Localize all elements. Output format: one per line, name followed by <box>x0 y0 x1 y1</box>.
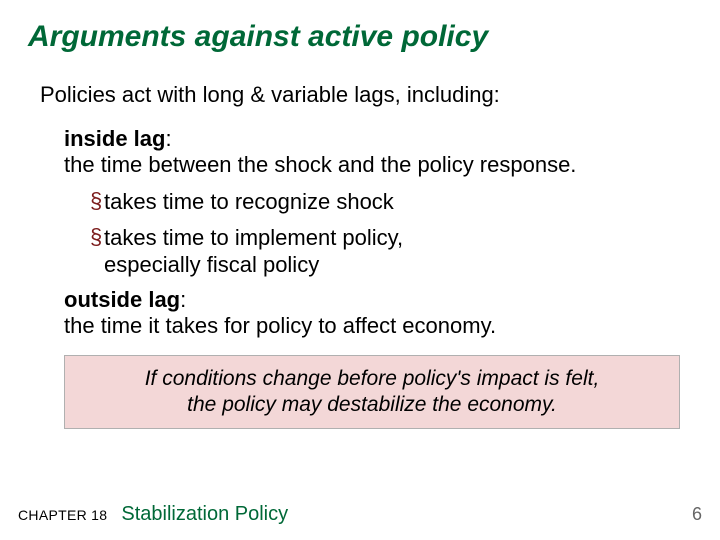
inside-lag-def: the time between the shock and the polic… <box>64 152 720 178</box>
outside-lag-colon: : <box>180 287 186 312</box>
bullet-text: takes time to implement policy, especial… <box>104 224 403 279</box>
inside-lag-section: inside lag: the time between the shock a… <box>0 126 720 339</box>
callout-box: If conditions change before policy's imp… <box>64 355 680 430</box>
inside-lag-label-line: inside lag: <box>64 126 720 152</box>
bullet-text: takes time to recognize shock <box>104 188 394 216</box>
inside-lag-colon: : <box>165 126 171 151</box>
inside-lag-bullets: § takes time to recognize shock § takes … <box>64 188 720 279</box>
slide: Arguments against active policy Policies… <box>0 0 720 540</box>
page-number: 6 <box>692 504 702 525</box>
slide-title: Arguments against active policy <box>0 0 720 54</box>
chapter-title: Stabilization Policy <box>121 503 288 526</box>
outside-lag-label-line: outside lag: <box>64 287 720 313</box>
outside-lag-term: outside lag <box>64 287 180 312</box>
bullet-marker-icon: § <box>90 188 104 214</box>
chapter-label: CHAPTER 18 <box>18 507 107 523</box>
bullet-marker-icon: § <box>90 224 104 250</box>
intro-text: Policies act with long & variable lags, … <box>0 54 720 108</box>
footer: CHAPTER 18 Stabilization Policy 6 <box>0 503 720 526</box>
outside-lag-def: the time it takes for policy to affect e… <box>64 313 720 339</box>
bullet-item: § takes time to recognize shock <box>90 188 720 216</box>
inside-lag-term: inside lag <box>64 126 165 151</box>
bullet-item: § takes time to implement policy, especi… <box>90 224 720 279</box>
